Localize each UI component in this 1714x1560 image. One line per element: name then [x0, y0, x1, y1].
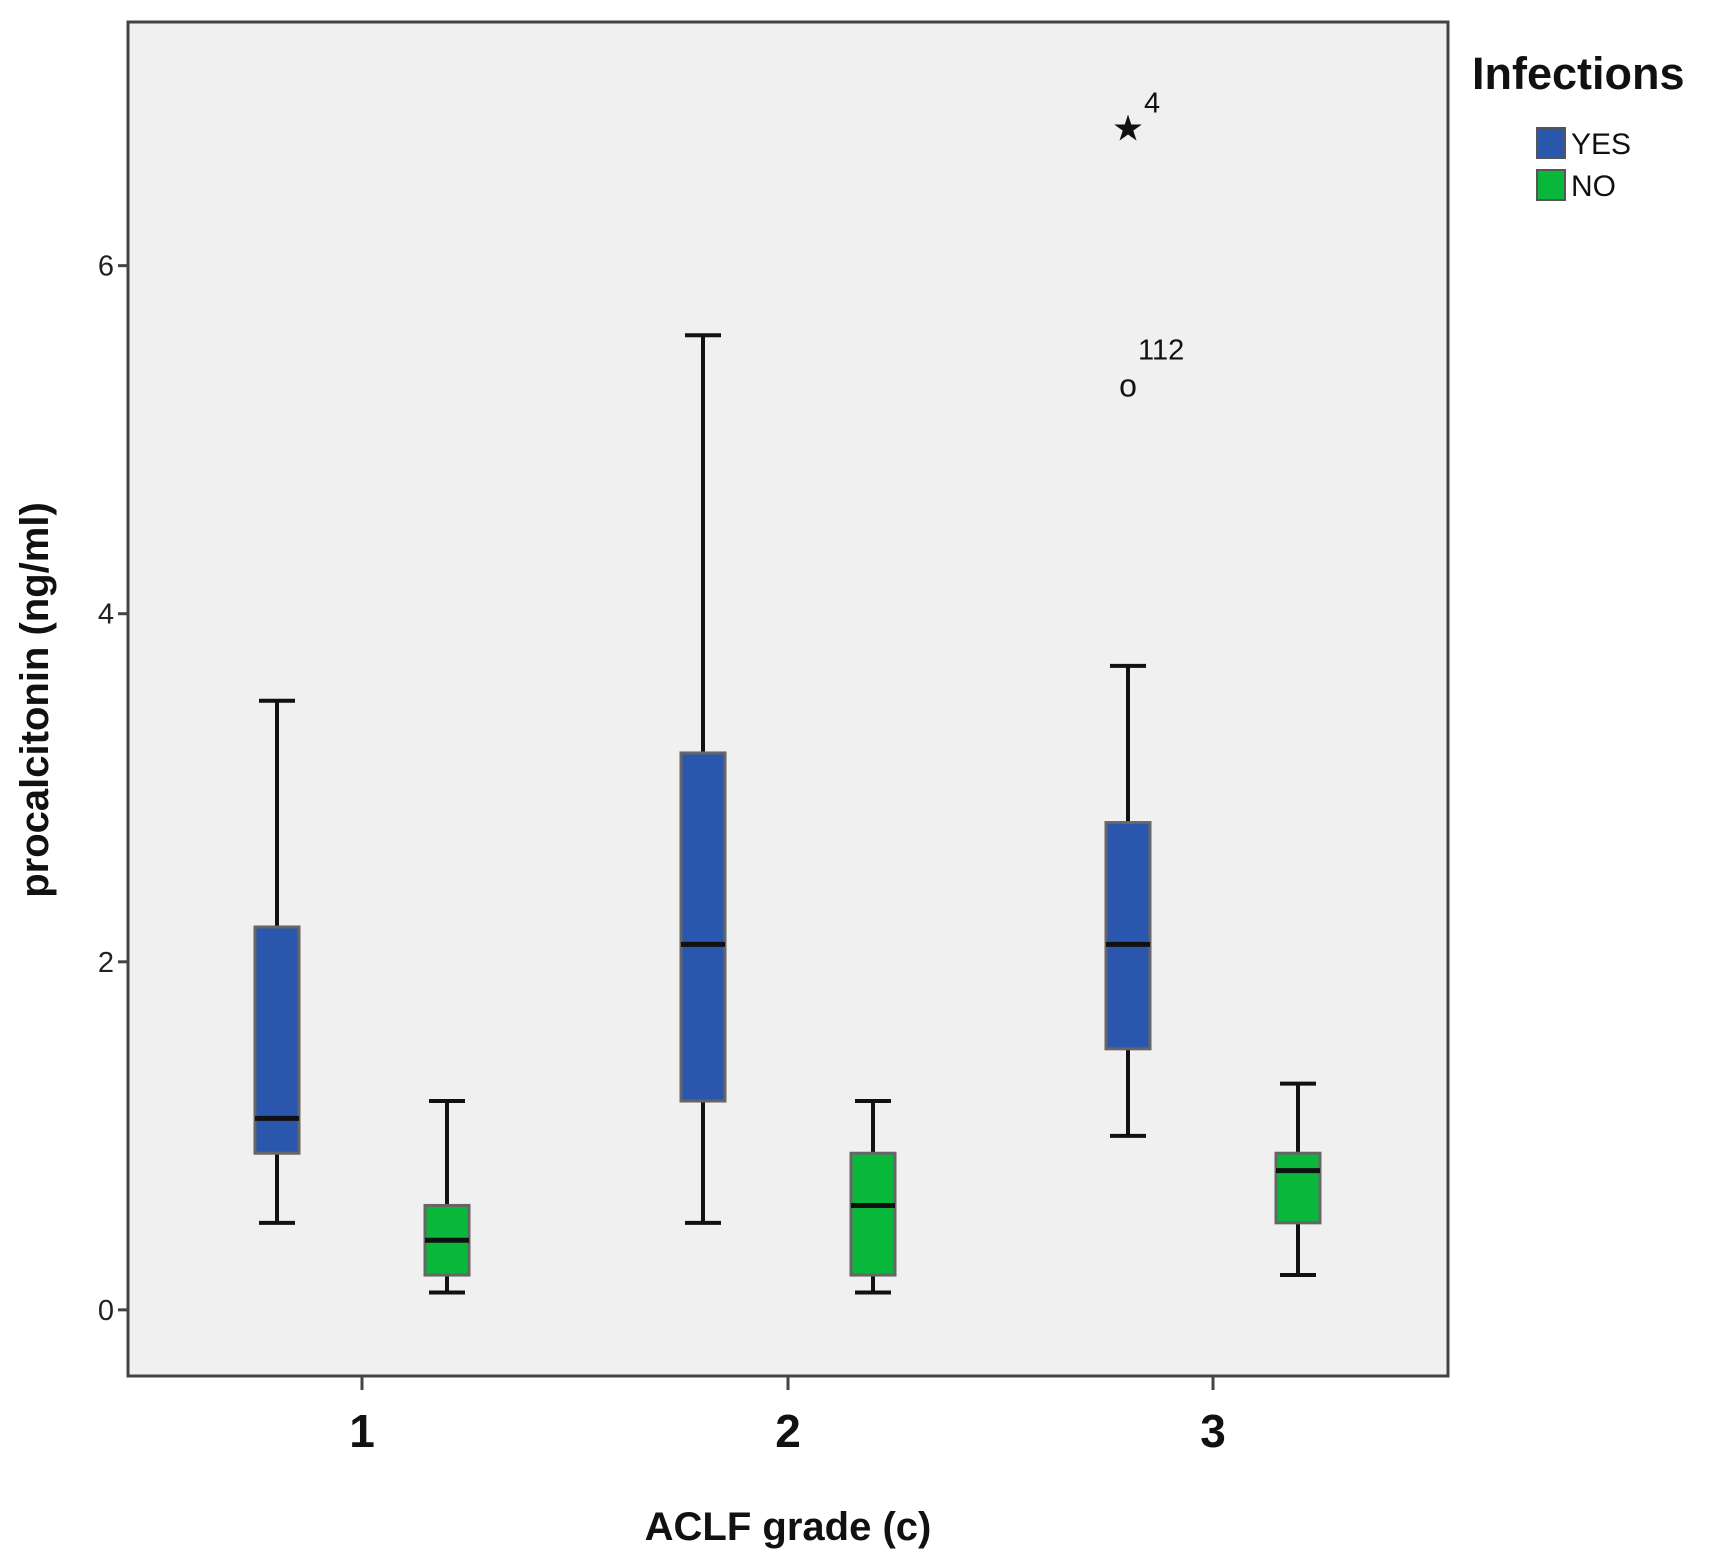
box-yes-grade-3	[1104, 663, 1152, 1138]
outlier-label: 112	[1138, 334, 1184, 366]
outlier-star-marker: ★	[1112, 107, 1144, 148]
y-tick-label: 6	[98, 251, 114, 283]
box-yes-grade-2	[679, 333, 727, 1225]
outlier-label: 4	[1144, 87, 1160, 119]
legend-swatch-no	[1536, 169, 1566, 201]
box-yes-grade-1	[253, 698, 301, 1225]
box-series	[253, 333, 1322, 1295]
legend-label-yes: YES	[1571, 128, 1631, 161]
x-axis: 1 2 3	[349, 1376, 1226, 1457]
iqr-box	[253, 925, 301, 1155]
iqr-box	[1104, 821, 1152, 1051]
outlier-circle-marker: o	[1119, 367, 1137, 403]
y-tick-label: 0	[98, 1295, 114, 1327]
box-no-grade-1	[423, 1099, 471, 1295]
iqr-box	[679, 751, 727, 1103]
box-no-grade-2	[849, 1099, 897, 1295]
x-tick-label: 2	[775, 1405, 801, 1457]
y-axis: 0 2 4 6	[98, 251, 128, 1327]
iqr-box	[1274, 1151, 1322, 1225]
legend-label-no: NO	[1571, 170, 1616, 203]
iqr-box	[849, 1151, 897, 1277]
x-tick-label: 3	[1200, 1405, 1226, 1457]
legend: Infections YES NO	[1472, 48, 1685, 203]
x-axis-title: ACLF grade (c)	[645, 1505, 932, 1549]
legend-title: Infections	[1472, 48, 1685, 99]
y-axis-title: procalcitonin (ng/ml)	[13, 502, 57, 898]
y-tick-label: 2	[98, 947, 114, 979]
y-tick-label: 4	[98, 599, 114, 631]
x-tick-label: 1	[349, 1405, 375, 1457]
box-no-grade-3	[1274, 1081, 1322, 1278]
legend-swatch-yes	[1536, 127, 1566, 159]
plot-area	[126, 20, 1450, 1378]
